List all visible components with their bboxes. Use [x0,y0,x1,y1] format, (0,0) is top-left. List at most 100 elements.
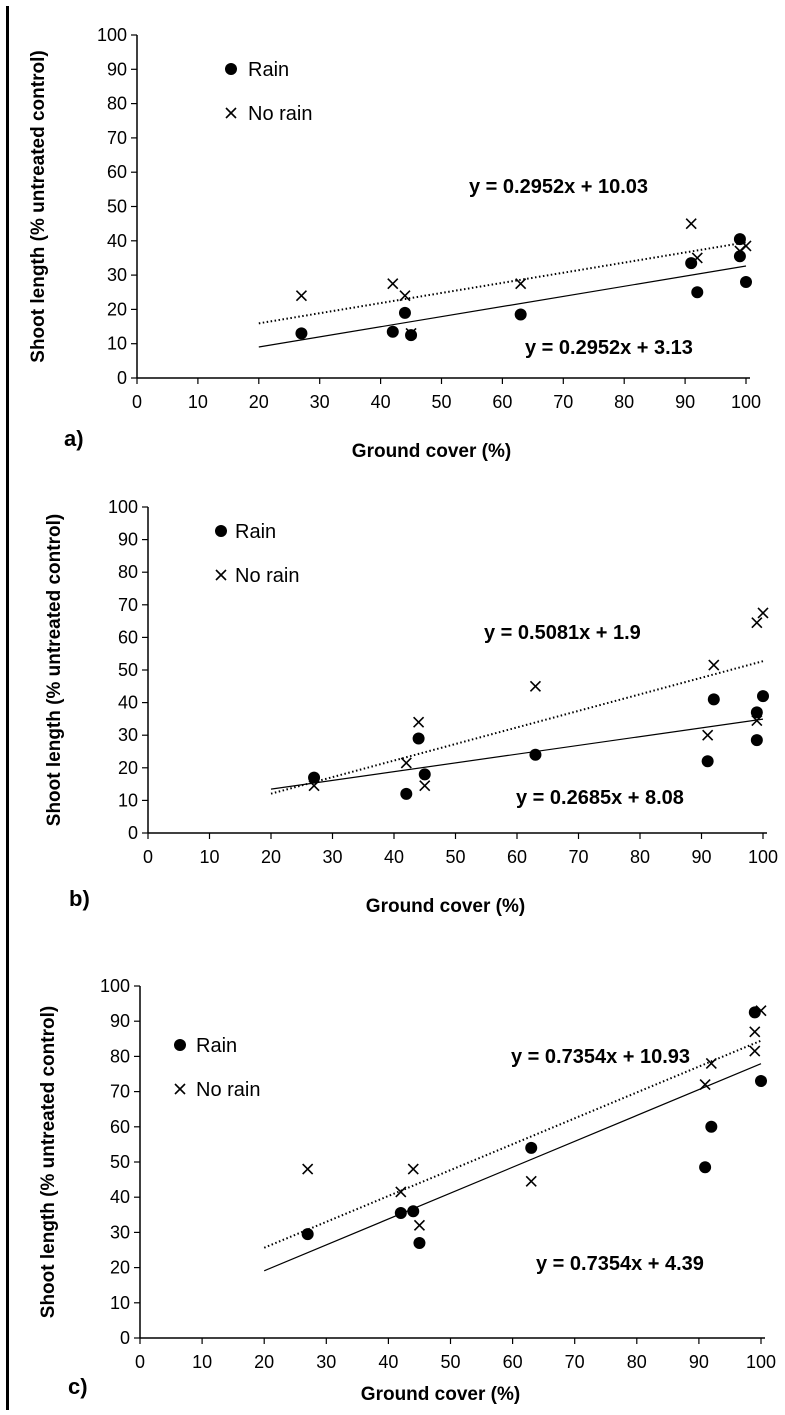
legend-marker-no-rain [174,1083,186,1095]
trendline-no-rain [258,241,747,325]
y-tick-label: 50 [118,660,138,680]
y-tick-label: 10 [110,1293,130,1313]
x-tick-label: 100 [748,847,778,867]
marker-stroke [749,1026,761,1038]
trendline-equation: y = 0.2952x + 3.13 [525,337,693,359]
y-tick-label: 80 [118,562,138,582]
y-tick-label: 60 [110,1117,130,1137]
x-tick-label: 80 [627,1352,647,1372]
legend-marker-rain [225,63,237,75]
x-tick-label: 100 [746,1352,776,1372]
marker-stroke [749,1045,761,1057]
marker-stroke [708,659,720,671]
data-point-rain [407,1205,420,1218]
y-tick-label: 100 [108,497,138,517]
x-tick-label: 50 [445,847,465,867]
data-point-no-rain [751,714,763,727]
x-axis-title: Ground cover (%) [361,1384,520,1405]
x-tick-label: 70 [568,847,588,867]
data-point-rain [707,693,720,706]
data-point-no-rain [740,240,752,252]
chart-panel-2: 0 10 20 30 40 50 60 70 80 90 100 0 10 20 30 40 50 60 70 80 9… [44,497,778,917]
data-point-no-rain [749,1026,761,1038]
y-tick-label: 90 [107,59,127,79]
marker-stroke [419,780,431,792]
data-point-no-rain [399,290,411,302]
y-axis-title: Shoot length (% untreated control) [38,1006,59,1318]
x-tick-label: 90 [689,1352,709,1372]
marker-stroke [295,290,307,302]
data-point-rain [386,325,399,338]
legend-marker-rain [174,1039,186,1051]
y-tick-label: 70 [107,128,127,148]
trendline-no-rain [263,1039,762,1249]
data-point-rain [757,690,769,703]
data-point-no-rain [749,1045,761,1057]
marker-stroke [755,1005,767,1017]
data-point-rain [750,734,763,747]
x-tick-label: 50 [431,392,451,412]
y-axis-title: Shoot length (% untreated control) [28,50,49,362]
x-tick-label: 30 [322,847,342,867]
data-point-rain [295,327,308,340]
data-point-no-rain [405,327,417,339]
data-point-no-rain [691,252,703,264]
data-point-rain [413,1236,426,1249]
y-tick-label: 60 [107,162,127,182]
x-tick-label: 30 [316,1352,336,1372]
marker-stroke [405,327,417,339]
marker-stroke [413,716,425,728]
x-axis-title: Ground cover (%) [366,896,525,917]
y-tick-label: 30 [107,265,127,285]
data-point-rain [705,1120,718,1133]
data-point-rain [405,329,418,342]
data-point-rain [529,748,542,761]
x-tick-label: 20 [254,1352,274,1372]
x-tick-label: 90 [691,847,711,867]
legend-marker-no-rain [215,569,227,581]
data-point-no-rain [708,659,720,671]
marker-stroke [740,240,752,252]
x-tick-label: 20 [249,392,269,412]
trendline-equation: y = 0.7354x + 10.93 [511,1046,690,1068]
data-point-rain [308,771,321,784]
marker-stroke [702,729,714,741]
panel-label: c) [68,1374,88,1399]
trendline-equation: y = 0.5081x + 1.9 [484,622,641,644]
marker-stroke [395,1186,407,1198]
chart-panel-1: 0 10 20 30 40 50 60 70 80 90 100 0 10 20 30 40 50 60 70 80 9… [28,25,761,462]
y-tick-label: 100 [100,976,130,996]
y-tick-label: 50 [107,197,127,217]
data-point-no-rain [387,278,399,290]
x-tick-label: 20 [261,847,281,867]
x-tick-label: 0 [132,392,142,412]
marker-stroke [757,607,769,619]
y-tick-label: 20 [118,758,138,778]
trendline-rain [263,1063,762,1272]
x-tick-label: 70 [565,1352,585,1372]
x-tick-label: 10 [192,1352,212,1372]
data-point-no-rain [757,607,769,619]
x-tick-label: 10 [188,392,208,412]
x-tick-label: 100 [731,392,761,412]
trendline-equation: y = 0.2952x + 10.03 [469,176,648,198]
y-tick-label: 40 [107,231,127,251]
y-tick-label: 100 [97,25,127,45]
y-axis-title: Shoot length (% untreated control) [44,514,65,826]
marker-stroke [691,252,703,264]
chart-panel-3: 0 10 20 30 40 50 60 70 80 90 100 0 10 20 30 40 50 60 70 80 9… [38,976,776,1405]
data-point-no-rain [525,1175,537,1187]
y-tick-label: 20 [110,1258,130,1278]
trendline-equation: y = 0.7354x + 4.39 [536,1253,704,1275]
marker-stroke [751,714,763,727]
x-tick-label: 80 [630,847,650,867]
legend-label: Rain [248,59,289,81]
y-tick-label: 30 [110,1222,130,1242]
data-point-no-rain [702,729,714,741]
panel-label: b) [69,886,90,911]
trendline-rain [270,718,764,790]
x-tick-label: 80 [614,392,634,412]
data-point-rain [699,1161,712,1174]
data-point-rain [412,732,425,745]
y-tick-label: 0 [128,823,138,843]
